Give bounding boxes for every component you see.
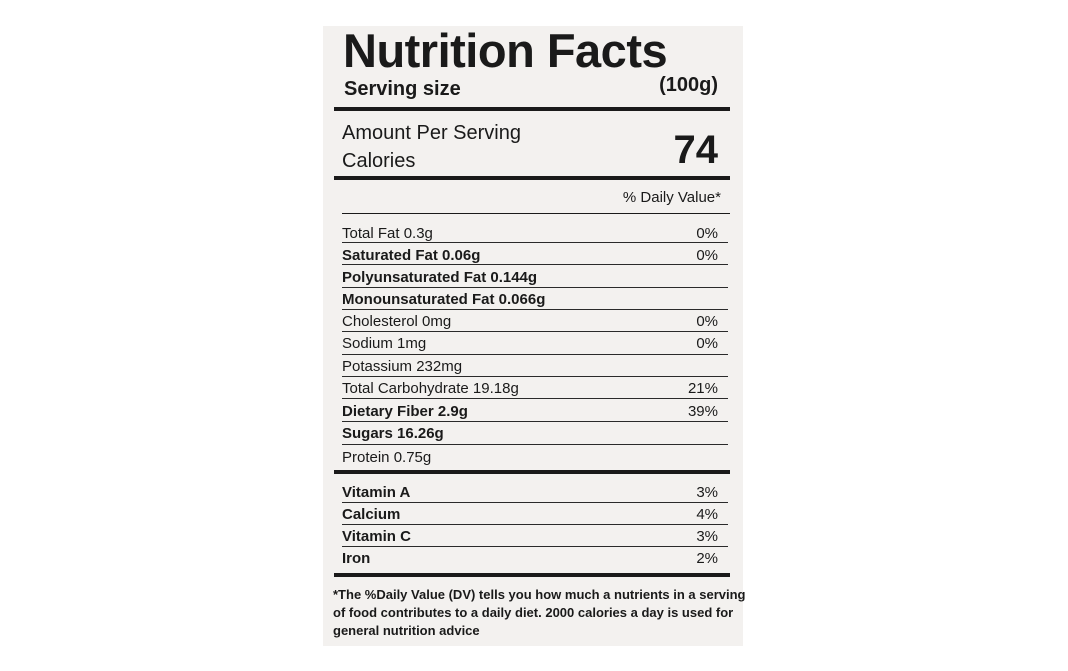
thick-divider xyxy=(334,470,730,474)
nutrient-name: Protein 0.75g xyxy=(342,449,432,466)
nutrient-daily-value: 39% xyxy=(687,403,718,420)
thick-divider xyxy=(334,107,730,111)
nutrient-name: Total Fat 0.3g xyxy=(342,225,433,242)
nutrient-name: Total Carbohydrate 19.18g xyxy=(342,380,519,397)
label-title: Nutrition Facts xyxy=(343,24,668,77)
vitamin-row: Vitamin C 3% xyxy=(342,526,718,548)
footnote: *The %Daily Value (DV) tells you how muc… xyxy=(333,586,746,640)
nutrient-row: Protein 0.75g xyxy=(342,447,718,469)
nutrient-row: Cholesterol 0mg 0% xyxy=(342,311,718,333)
nutrient-daily-value: 0% xyxy=(696,335,718,352)
nutrient-daily-value: 21% xyxy=(687,380,718,397)
calories-value: 74 xyxy=(673,128,719,172)
serving-size-label: Serving size xyxy=(344,78,461,100)
nutrient-daily-value: 0% xyxy=(696,247,718,264)
nutrient-name: Sugars 16.26g xyxy=(342,425,444,442)
row-divider xyxy=(342,398,728,399)
row-divider xyxy=(342,376,728,377)
nutrition-label xyxy=(323,26,743,646)
vitamin-row: Calcium 4% xyxy=(342,504,718,526)
nutrient-row: Potassium 232mg xyxy=(342,356,718,378)
row-divider xyxy=(342,502,728,503)
row-divider xyxy=(342,287,728,288)
vitamin-daily-value: 4% xyxy=(696,506,718,523)
row-divider xyxy=(342,546,728,547)
nutrient-row: Total Fat 0.3g 0% xyxy=(342,223,718,245)
nutrient-row: Sodium 1mg 0% xyxy=(342,333,718,355)
nutrient-daily-value: 0% xyxy=(696,225,718,242)
row-divider xyxy=(342,331,728,332)
vitamin-name: Iron xyxy=(342,550,371,567)
vitamin-name: Vitamin C xyxy=(342,528,411,545)
daily-value-header: % Daily Value* xyxy=(622,189,721,206)
row-divider xyxy=(342,354,728,355)
vitamin-row: Vitamin A 3% xyxy=(342,482,718,504)
nutrient-name: Potassium 232mg xyxy=(342,358,463,375)
nutrient-name: Monounsaturated Fat 0.066g xyxy=(342,291,546,308)
amount-per-serving-label: Amount Per Serving xyxy=(342,122,521,144)
row-divider xyxy=(342,264,728,265)
nutrient-name: Saturated Fat 0.06g xyxy=(342,247,481,264)
thick-divider xyxy=(334,176,730,180)
nutrient-row: Saturated Fat 0.06g 0% xyxy=(342,245,718,267)
row-divider xyxy=(342,421,728,422)
nutrient-name: Polyunsaturated Fat 0.144g xyxy=(342,269,538,286)
vitamin-daily-value: 2% xyxy=(696,550,718,567)
footnote-line: of food contributes to a daily diet. 200… xyxy=(333,605,734,620)
serving-size-value: (100g) xyxy=(659,74,718,96)
footnote-line: *The %Daily Value (DV) tells you how muc… xyxy=(333,587,746,602)
vitamin-daily-value: 3% xyxy=(696,484,718,501)
nutrient-row: Monounsaturated Fat 0.066g xyxy=(342,289,718,311)
vitamin-row: Iron 2% xyxy=(342,548,718,570)
row-divider xyxy=(342,242,728,243)
thick-divider xyxy=(334,573,730,577)
divider xyxy=(342,213,730,214)
calories-label: Calories xyxy=(342,150,416,172)
vitamin-name: Vitamin A xyxy=(342,484,411,501)
footnote-line: general nutrition advice xyxy=(333,623,480,638)
nutrient-name: Cholesterol 0mg xyxy=(342,313,452,330)
vitamin-daily-value: 3% xyxy=(696,528,718,545)
nutrient-row: Dietary Fiber 2.9g 39% xyxy=(342,401,718,423)
nutrient-row: Total Carbohydrate 19.18g 21% xyxy=(342,378,718,400)
nutrient-row: Polyunsaturated Fat 0.144g xyxy=(342,267,718,289)
row-divider xyxy=(342,524,728,525)
row-divider xyxy=(342,444,728,445)
nutrient-row: Sugars 16.26g xyxy=(342,423,718,445)
nutrient-name: Dietary Fiber 2.9g xyxy=(342,403,468,420)
vitamin-name: Calcium xyxy=(342,506,401,523)
nutrient-daily-value: 0% xyxy=(696,313,718,330)
row-divider xyxy=(342,309,728,310)
nutrient-name: Sodium 1mg xyxy=(342,335,427,352)
